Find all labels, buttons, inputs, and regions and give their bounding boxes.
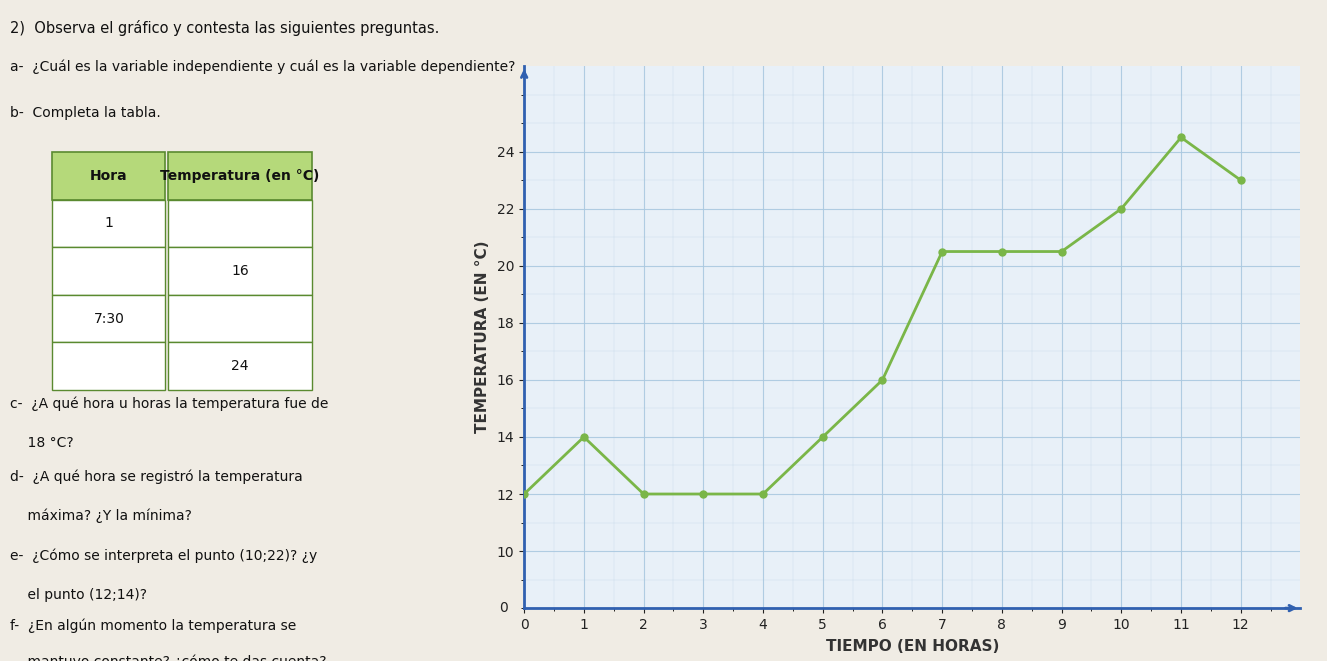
Text: 1: 1	[105, 216, 114, 231]
FancyBboxPatch shape	[167, 152, 312, 200]
Text: a-  ¿Cuál es la variable independiente y cuál es la variable dependiente?: a- ¿Cuál es la variable independiente y …	[11, 59, 516, 74]
FancyBboxPatch shape	[167, 247, 312, 295]
Text: f-  ¿En algún momento la temperatura se: f- ¿En algún momento la temperatura se	[11, 618, 297, 633]
Text: mantuvo constante? ¿cómo te das cuenta?: mantuvo constante? ¿cómo te das cuenta?	[11, 654, 326, 661]
Text: b-  Completa la tabla.: b- Completa la tabla.	[11, 106, 162, 120]
FancyBboxPatch shape	[53, 247, 165, 295]
Text: 16: 16	[231, 264, 249, 278]
Text: máxima? ¿Y la mínima?: máxima? ¿Y la mínima?	[11, 509, 192, 524]
Text: 18 °C?: 18 °C?	[11, 436, 74, 450]
Text: Temperatura (en °C): Temperatura (en °C)	[161, 169, 320, 183]
Y-axis label: TEMPERATURA (EN °C): TEMPERATURA (EN °C)	[475, 241, 490, 434]
FancyBboxPatch shape	[53, 200, 165, 247]
Text: 7:30: 7:30	[94, 311, 125, 326]
FancyBboxPatch shape	[167, 342, 312, 390]
Text: 0: 0	[499, 601, 508, 615]
X-axis label: TIEMPO (EN HORAS): TIEMPO (EN HORAS)	[825, 639, 999, 654]
Text: e-  ¿Cómo se interpreta el punto (10;22)? ¿y: e- ¿Cómo se interpreta el punto (10;22)?…	[11, 549, 317, 563]
Text: 2)  Observa el gráfico y contesta las siguientes preguntas.: 2) Observa el gráfico y contesta las sig…	[11, 20, 439, 36]
Text: Hora: Hora	[90, 169, 127, 183]
FancyBboxPatch shape	[167, 295, 312, 342]
Text: el punto (12;14)?: el punto (12;14)?	[11, 588, 147, 602]
FancyBboxPatch shape	[53, 342, 165, 390]
Text: 24: 24	[231, 359, 249, 373]
FancyBboxPatch shape	[53, 152, 165, 200]
FancyBboxPatch shape	[167, 200, 312, 247]
FancyBboxPatch shape	[53, 295, 165, 342]
Text: d-  ¿A qué hora se registró la temperatura: d- ¿A qué hora se registró la temperatur…	[11, 469, 304, 484]
Text: c-  ¿A qué hora u horas la temperatura fue de: c- ¿A qué hora u horas la temperatura fu…	[11, 397, 329, 411]
